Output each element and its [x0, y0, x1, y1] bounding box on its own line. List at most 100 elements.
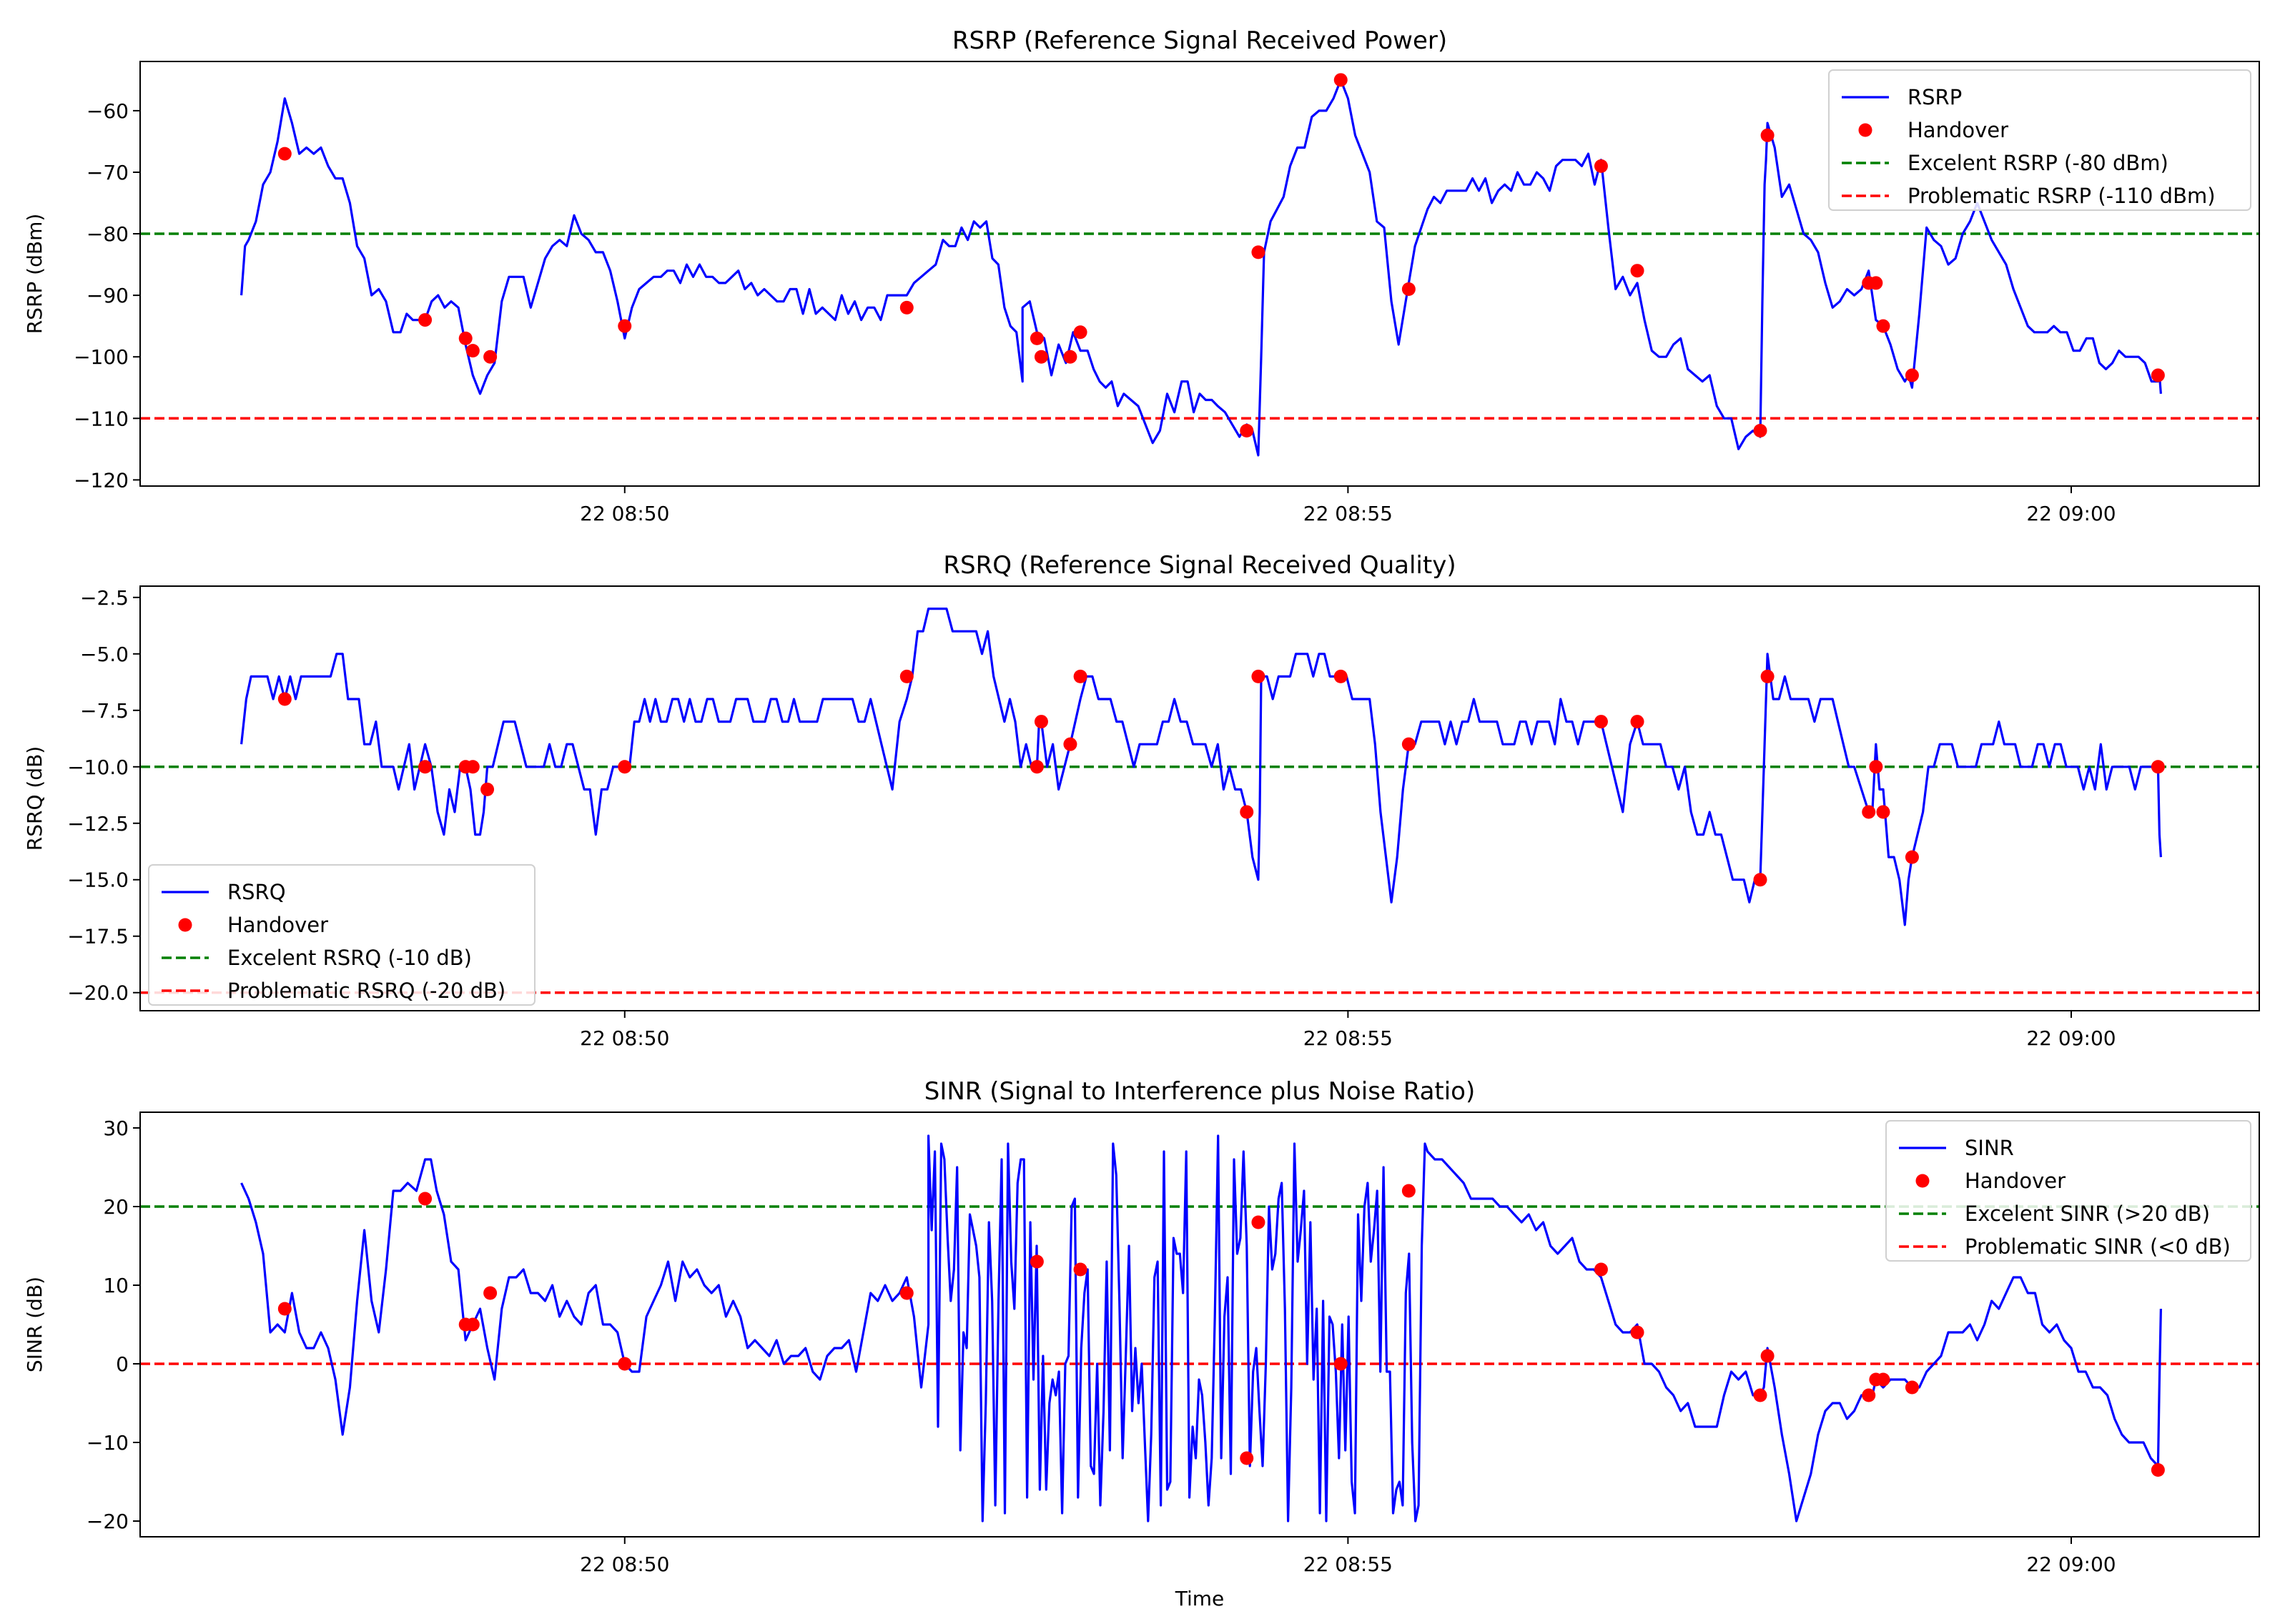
handover-point [418, 760, 433, 774]
x-tick-label: 22 09:00 [2026, 1553, 2116, 1576]
legend-label: Excelent SINR (>20 dB) [1965, 1202, 2210, 1226]
handover-point [1905, 1380, 1919, 1395]
y-tick-label: −20 [87, 1510, 129, 1533]
chart-panel-3: SINR (Signal to Interference plus Noise … [23, 1077, 2260, 1576]
legend-label: SINR [1965, 1136, 2014, 1160]
legend: SINR Handover Excelent SINR (>20 dB) Proble… [1885, 1120, 2251, 1262]
handover-point [1594, 1262, 1608, 1277]
chart-title: RSRP (Reference Signal Received Power) [952, 26, 1447, 55]
legend-label: RSRQ [227, 880, 286, 904]
handover-point [465, 1317, 480, 1332]
handover-point [1034, 350, 1048, 364]
handover-point [1869, 760, 1883, 774]
y-tick-label: −120 [74, 468, 129, 492]
y-tick-label: −7.5 [80, 699, 129, 723]
y-tick-label: −12.5 [67, 812, 129, 836]
y-tick-label: 30 [103, 1116, 129, 1140]
y-axis-label: RSRP (dBm) [23, 214, 46, 335]
handover-point [1753, 873, 1767, 887]
handover-point [1073, 669, 1087, 683]
handover-point [418, 313, 433, 327]
chart-title: RSRQ (Reference Signal Received Quality) [943, 551, 1456, 580]
y-axis-label: RSRQ (dB) [23, 746, 46, 851]
handover-point [1073, 1262, 1087, 1277]
handover-point [1905, 850, 1919, 864]
x-tick-label: 22 08:50 [580, 502, 669, 525]
y-tick-label: −20.0 [67, 981, 129, 1005]
plot-frame [139, 585, 2260, 1011]
chart-panel-2: RSRQ (Reference Signal Received Quality)… [23, 551, 2260, 1050]
y-tick-label: −60 [87, 99, 129, 123]
series-line-rsrq [240, 608, 2162, 926]
x-tick-label: 22 08:50 [580, 1553, 669, 1576]
handover-point [1869, 276, 1883, 290]
x-tick-label: 22 08:55 [1303, 1026, 1393, 1050]
plot-frame [139, 1111, 2260, 1538]
chart-panel-1: RSRP (Reference Signal Received Power) RS… [23, 26, 2260, 525]
legend-label: Problematic SINR (<0 dB) [1965, 1234, 2231, 1259]
handover-point [1251, 245, 1265, 259]
handover-point [2151, 760, 2165, 774]
y-tick-label: −15.0 [67, 868, 129, 892]
handover-point [1862, 1388, 1876, 1402]
handover-point [1630, 715, 1644, 729]
handover-point [1760, 1349, 1775, 1363]
y-tick-label: −5.0 [80, 643, 129, 666]
x-tick-label: 22 09:00 [2026, 502, 2116, 525]
y-tick-label: −10.0 [67, 756, 129, 779]
handover-point [1030, 1254, 1044, 1269]
handover-point [1760, 669, 1775, 683]
handover-point [1862, 805, 1876, 819]
handover-point [618, 760, 632, 774]
handover-point [1630, 264, 1644, 278]
handover-point [1333, 1357, 1348, 1371]
handover-point [1333, 73, 1348, 87]
y-tick-label: −10 [87, 1431, 129, 1455]
handover-point [1401, 1184, 1416, 1198]
handover-point [1753, 424, 1767, 438]
handover-point [480, 782, 495, 796]
handover-point [465, 344, 480, 358]
series-line-sinr [240, 1134, 2162, 1522]
handover-point [1876, 1372, 1890, 1387]
legend-label: Handover [227, 913, 328, 937]
handover-point [458, 331, 473, 345]
y-tick-label: 20 [103, 1195, 129, 1219]
legend-box [148, 864, 536, 1006]
plot-frame [139, 61, 2260, 487]
handover-point [277, 1302, 292, 1316]
handover-point [1073, 325, 1087, 340]
y-tick-label: −110 [74, 407, 129, 430]
handover-point [483, 350, 498, 364]
legend: RSRP Handover Excelent RSRP (-80 dBm) Probl… [1828, 69, 2251, 211]
legend-swatch-dot [1915, 1174, 1930, 1188]
handover-point [1240, 1451, 1254, 1465]
y-tick-label: −90 [87, 284, 129, 307]
y-tick-label: 0 [116, 1352, 129, 1376]
handover-point [483, 1286, 498, 1300]
legend-swatch-dot [178, 918, 192, 932]
handover-point [1905, 368, 1919, 382]
x-tick-label: 22 08:55 [1303, 502, 1393, 525]
legend-box [1885, 1120, 2251, 1262]
handover-point [899, 1286, 914, 1300]
legend-label: Excelent RSRP (-80 dBm) [1908, 151, 2168, 175]
y-tick-label: 10 [103, 1274, 129, 1297]
legend-label: Handover [1965, 1169, 2066, 1193]
legend-label: RSRP [1908, 85, 1962, 109]
handover-point [418, 1192, 433, 1206]
handover-point [1876, 805, 1890, 819]
x-tick-label: 22 08:55 [1303, 1553, 1393, 1576]
handover-point [899, 300, 914, 315]
handover-point [1240, 805, 1254, 819]
handover-point [1251, 669, 1265, 683]
handover-point [1240, 424, 1254, 438]
handover-point [277, 147, 292, 161]
handover-point [1063, 350, 1077, 364]
handover-point [618, 1357, 632, 1371]
handover-point [1876, 319, 1890, 333]
x-tick-label: 22 09:00 [2026, 1026, 2116, 1050]
y-tick-label: −100 [74, 345, 129, 369]
handover-point [1251, 1215, 1265, 1229]
